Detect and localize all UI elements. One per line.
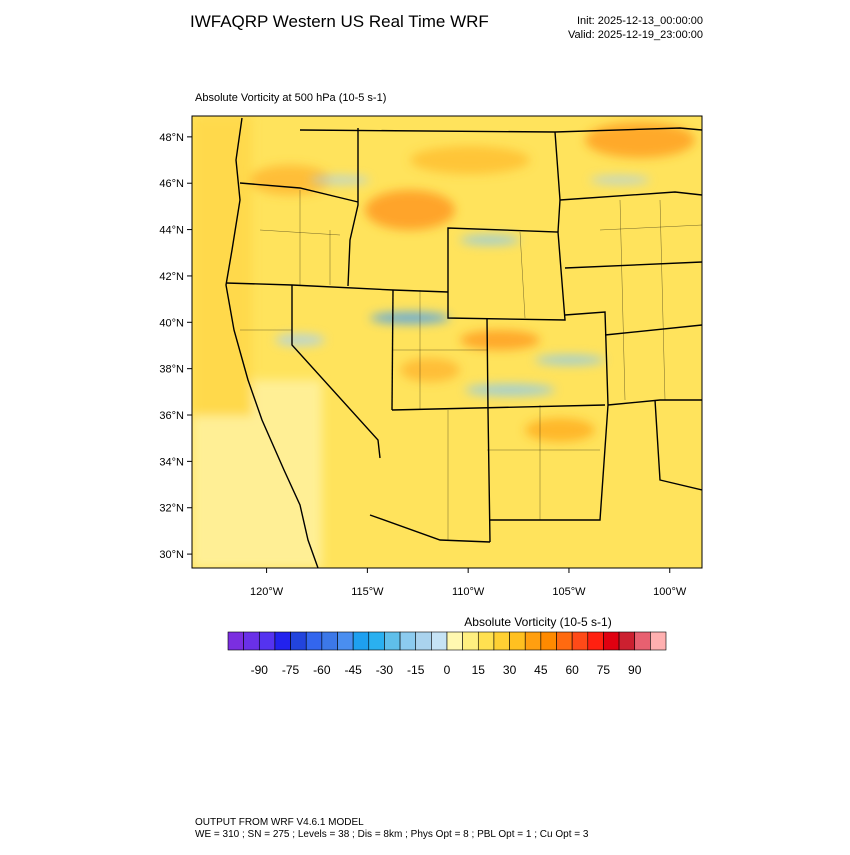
colorbar-box	[477, 631, 495, 651]
lat-tick-label: 44°N	[159, 225, 184, 237]
colorbar-box	[337, 631, 354, 651]
colorbar-tick-label: -30	[376, 663, 394, 677]
footer-line: WE = 310 ; SN = 275 ; Levels = 38 ; Dis …	[195, 829, 589, 840]
colorbar-box	[462, 631, 479, 651]
colorbar-box	[524, 631, 542, 651]
colorbar-title: Absolute Vorticity (10-5 s-1)	[464, 615, 611, 629]
colorbar-tick-label: 15	[472, 663, 486, 677]
valid-time: Valid: 2025-12-19_23:00:00	[568, 29, 703, 41]
colorbar-tick-label: -90	[251, 663, 269, 677]
colorbar-box	[446, 631, 463, 651]
lat-tick-label: 38°N	[159, 364, 184, 376]
colorbar-tick-label: -15	[407, 663, 425, 677]
lat-tick-label: 32°N	[159, 503, 184, 515]
map-field	[192, 116, 702, 568]
colorbar-box	[352, 631, 370, 651]
colorbar-box	[603, 631, 620, 651]
colorbar-box	[509, 631, 526, 651]
colorbar-tick-label: 90	[628, 663, 642, 677]
colorbar-tick-label: 30	[503, 663, 517, 677]
colorbar-box	[368, 631, 385, 651]
lat-tick-label: 48°N	[159, 132, 184, 144]
colorbar-box	[305, 631, 323, 651]
colorbar-box	[556, 631, 573, 651]
colorbar-box	[540, 631, 557, 651]
colorbar-tick-label: -75	[282, 663, 300, 677]
colorbar-box	[384, 631, 401, 651]
colorbar-box	[571, 631, 589, 651]
colorbar-box	[274, 631, 291, 651]
colorbar-tick-label: 0	[444, 663, 451, 677]
lat-tick-label: 46°N	[159, 178, 184, 190]
map-subtitle: Absolute Vorticity at 500 hPa (10-5 s-1)	[195, 92, 386, 104]
footer-line: OUTPUT FROM WRF V4.6.1 MODEL	[195, 817, 364, 828]
colorbar-box	[493, 631, 510, 651]
colorbar-box	[415, 631, 432, 651]
colorbar-box	[243, 631, 260, 651]
lon-tick-label: 110°W	[452, 586, 485, 598]
map-frame	[191, 115, 703, 569]
colorbar-box	[618, 631, 636, 651]
colorbar-box	[634, 631, 651, 651]
colorbar-tick-label: 60	[565, 663, 579, 677]
colorbar-box	[587, 631, 604, 651]
init-time: Init: 2025-12-13_00:00:00	[577, 15, 703, 27]
colorbar-tick-label: -45	[344, 663, 362, 677]
colorbar-tick-label: -60	[313, 663, 331, 677]
lat-tick-label: 40°N	[159, 317, 184, 329]
lat-tick-label: 34°N	[159, 456, 184, 468]
lon-tick-label: 120°W	[250, 586, 284, 598]
lat-tick-label: 42°N	[159, 271, 184, 283]
lon-tick-label: 105°W	[552, 586, 586, 598]
colorbar-box	[227, 631, 244, 651]
colorbar-box	[431, 631, 448, 651]
lat-tick-label: 36°N	[159, 410, 184, 422]
lon-tick-label: 100°W	[653, 586, 687, 598]
colorbar-box	[650, 631, 667, 651]
colorbar-box	[258, 631, 276, 651]
lon-tick-label: 115°W	[351, 586, 384, 598]
colorbar-box	[399, 631, 417, 651]
colorbar-box	[290, 631, 307, 651]
colorbar-tick-label: 45	[534, 663, 548, 677]
colorbar-box	[321, 631, 338, 651]
lat-tick-label: 30°N	[159, 549, 184, 561]
title: IWFAQRP Western US Real Time WRF	[190, 12, 489, 31]
colorbar-tick-label: 75	[597, 663, 611, 677]
